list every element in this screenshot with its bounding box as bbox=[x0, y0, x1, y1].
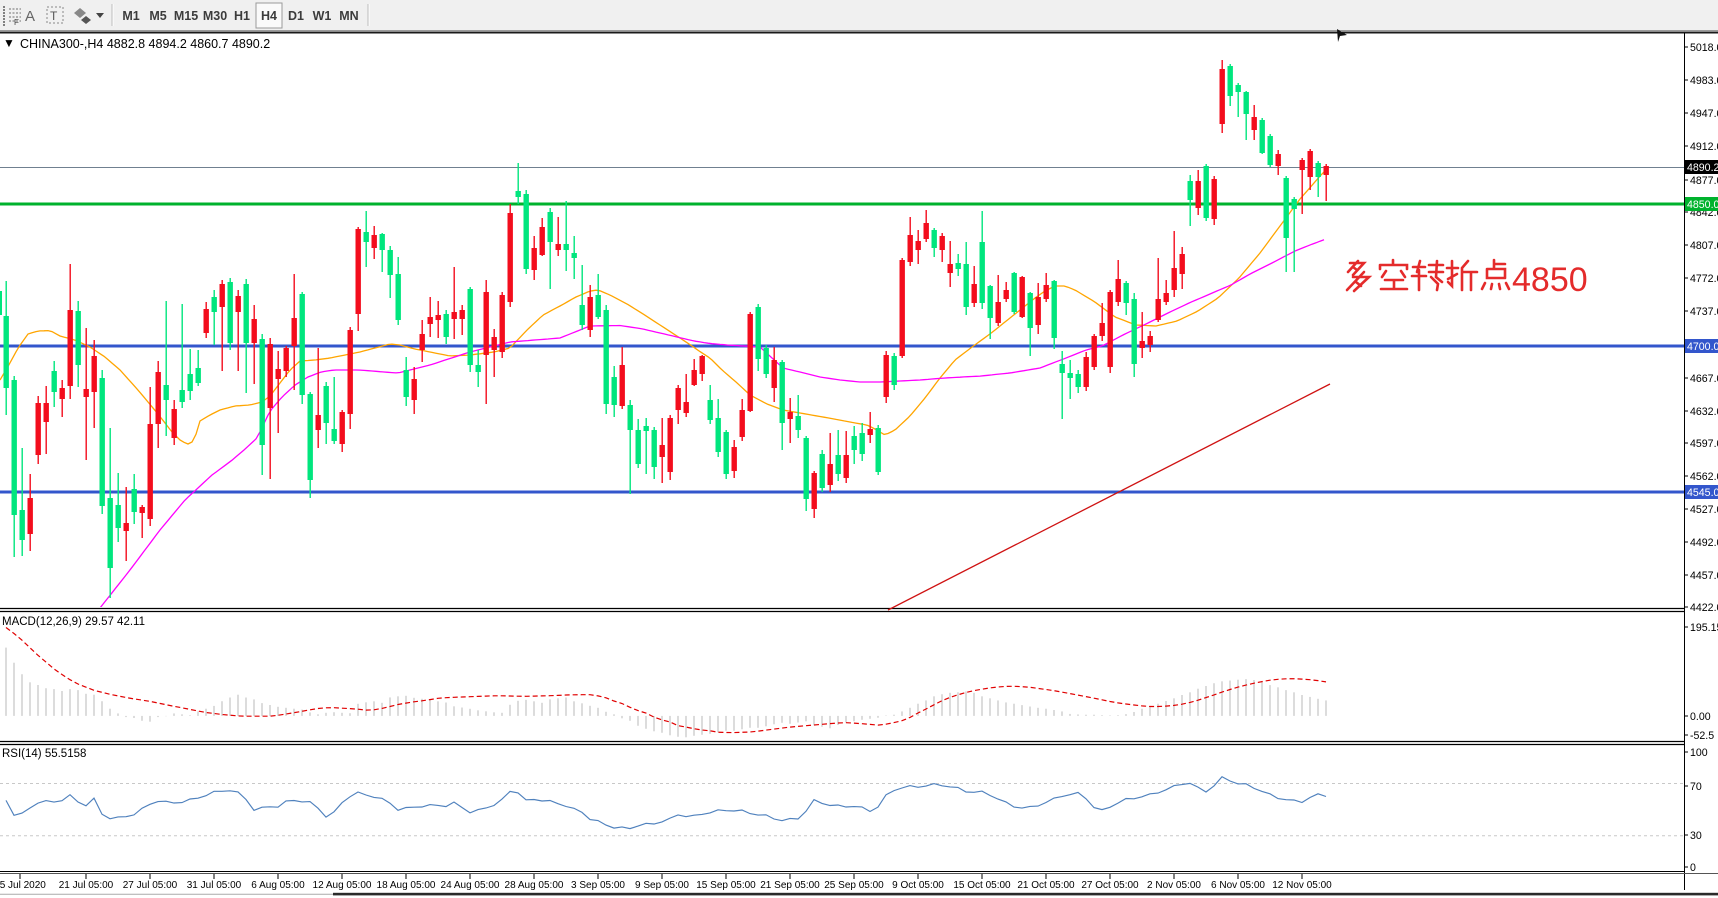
svg-text:4562.0: 4562.0 bbox=[1690, 471, 1718, 483]
svg-text:70: 70 bbox=[1690, 781, 1702, 793]
svg-text:25 Sep 05:00: 25 Sep 05:00 bbox=[824, 880, 884, 891]
svg-text:0: 0 bbox=[1690, 862, 1696, 874]
svg-text:4850.0: 4850.0 bbox=[1687, 199, 1718, 211]
svg-text:21 Jul 05:00: 21 Jul 05:00 bbox=[59, 880, 114, 891]
svg-text:CHINA300-,H4 4882.8 4894.2 48: CHINA300-,H4 4882.8 4894.2 4860.7 4890.2 bbox=[20, 37, 270, 51]
svg-text:3 Sep 05:00: 3 Sep 05:00 bbox=[571, 880, 625, 891]
svg-text:M5: M5 bbox=[149, 9, 166, 23]
svg-text:4807.0: 4807.0 bbox=[1690, 240, 1718, 252]
svg-text:4597.0: 4597.0 bbox=[1690, 438, 1718, 450]
svg-text:2 Nov 05:00: 2 Nov 05:00 bbox=[1147, 880, 1201, 891]
svg-text:4737.0: 4737.0 bbox=[1690, 306, 1718, 318]
svg-text:4877.0: 4877.0 bbox=[1690, 175, 1718, 187]
svg-text:27 Jul 05:00: 27 Jul 05:00 bbox=[123, 880, 178, 891]
svg-text:4700.0: 4700.0 bbox=[1687, 341, 1718, 353]
svg-text:4457.0: 4457.0 bbox=[1690, 570, 1718, 582]
svg-text:4632.0: 4632.0 bbox=[1690, 406, 1718, 418]
svg-text:18 Aug 05:00: 18 Aug 05:00 bbox=[377, 880, 436, 891]
svg-text:T: T bbox=[50, 9, 58, 23]
svg-text:4890.2: 4890.2 bbox=[1687, 162, 1718, 174]
svg-text:F: F bbox=[14, 18, 19, 27]
svg-text:4983.0: 4983.0 bbox=[1690, 75, 1718, 87]
svg-text:9 Oct 05:00: 9 Oct 05:00 bbox=[892, 880, 944, 891]
svg-text:H4: H4 bbox=[261, 9, 277, 23]
svg-text:▼: ▼ bbox=[3, 36, 15, 50]
svg-text:A: A bbox=[25, 8, 35, 25]
svg-text:28 Aug 05:00: 28 Aug 05:00 bbox=[505, 880, 564, 891]
svg-text:27 Oct 05:00: 27 Oct 05:00 bbox=[1081, 880, 1139, 891]
svg-text:0.00: 0.00 bbox=[1690, 711, 1711, 723]
svg-text:MACD(12,26,9) 29.57 42.11: MACD(12,26,9) 29.57 42.11 bbox=[2, 616, 145, 628]
svg-text:100: 100 bbox=[1690, 747, 1708, 759]
svg-text:4527.0: 4527.0 bbox=[1690, 504, 1718, 516]
svg-text:4545.0: 4545.0 bbox=[1687, 487, 1718, 499]
svg-text:M15: M15 bbox=[174, 9, 198, 23]
svg-text:21 Oct 05:00: 21 Oct 05:00 bbox=[1017, 880, 1075, 891]
svg-text:-52.5: -52.5 bbox=[1690, 730, 1714, 742]
svg-text:4492.0: 4492.0 bbox=[1690, 537, 1718, 549]
svg-text:12 Aug 05:00: 12 Aug 05:00 bbox=[313, 880, 372, 891]
svg-text:4947.0: 4947.0 bbox=[1690, 108, 1718, 120]
svg-text:W1: W1 bbox=[313, 9, 332, 23]
svg-text:MN: MN bbox=[339, 9, 358, 23]
svg-text:5018.0: 5018.0 bbox=[1690, 42, 1718, 54]
svg-text:30: 30 bbox=[1690, 830, 1702, 842]
svg-text:4912.0: 4912.0 bbox=[1690, 141, 1718, 153]
svg-text:12 Nov 05:00: 12 Nov 05:00 bbox=[1272, 880, 1332, 891]
svg-text:M1: M1 bbox=[122, 9, 139, 23]
svg-text:6 Nov 05:00: 6 Nov 05:00 bbox=[1211, 880, 1265, 891]
svg-text:21 Sep 05:00: 21 Sep 05:00 bbox=[760, 880, 820, 891]
svg-text:6 Aug 05:00: 6 Aug 05:00 bbox=[251, 880, 305, 891]
svg-text:15 Oct 05:00: 15 Oct 05:00 bbox=[953, 880, 1011, 891]
svg-text:M30: M30 bbox=[203, 9, 227, 23]
svg-text:24 Aug 05:00: 24 Aug 05:00 bbox=[441, 880, 500, 891]
svg-text:4850: 4850 bbox=[1512, 261, 1588, 299]
svg-text:4772.0: 4772.0 bbox=[1690, 273, 1718, 285]
svg-text:15 Sep 05:00: 15 Sep 05:00 bbox=[696, 880, 756, 891]
svg-text:H1: H1 bbox=[234, 9, 250, 23]
svg-text:4422.0: 4422.0 bbox=[1690, 602, 1718, 614]
svg-text:RSI(14) 55.5158: RSI(14) 55.5158 bbox=[2, 748, 86, 760]
svg-text:4667.0: 4667.0 bbox=[1690, 373, 1718, 385]
svg-text:195.15: 195.15 bbox=[1690, 622, 1718, 634]
svg-text:D1: D1 bbox=[288, 9, 304, 23]
svg-text:9 Sep 05:00: 9 Sep 05:00 bbox=[635, 880, 689, 891]
svg-text:31 Jul 05:00: 31 Jul 05:00 bbox=[187, 880, 242, 891]
svg-text:15 Jul 2020: 15 Jul 2020 bbox=[0, 880, 46, 891]
